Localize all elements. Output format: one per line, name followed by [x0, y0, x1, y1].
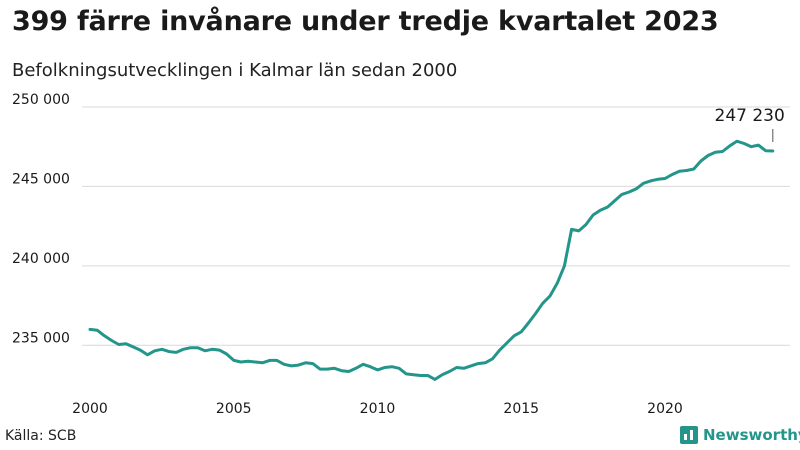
brand-logo[interactable]: Newsworthy [680, 426, 800, 444]
y-tick-label: 240 000 [12, 251, 70, 267]
x-axis-ticks: 2000 2005 2010 2015 2020 [72, 401, 683, 417]
chart-title: 399 färre invånare under tredje kvartale… [12, 6, 719, 37]
series-layer [88, 139, 775, 381]
x-tick-label: 2020 [647, 401, 683, 417]
x-tick-label: 2000 [72, 401, 108, 417]
annotation-layer: 247 230 [715, 106, 785, 143]
x-tick-label: 2015 [503, 401, 539, 417]
x-tick-label: 2005 [216, 401, 252, 417]
grid-lines [82, 106, 790, 346]
chart-subtitle: Befolkningsutvecklingen i Kalmar län sed… [12, 60, 458, 81]
y-tick-label: 245 000 [12, 171, 70, 187]
x-tick-label: 2010 [360, 401, 396, 417]
source-label: Källa: SCB [5, 428, 77, 444]
brand-name: Newsworthy [703, 426, 800, 444]
y-axis-ticks: 235 000 240 000 245 000 250 000 [12, 92, 70, 346]
newsworthy-logo-icon [680, 426, 698, 444]
series-line [88, 139, 775, 381]
y-tick-label: 235 000 [12, 330, 70, 346]
annotation-label: 247 230 [715, 106, 785, 126]
y-tick-label: 250 000 [12, 92, 70, 108]
